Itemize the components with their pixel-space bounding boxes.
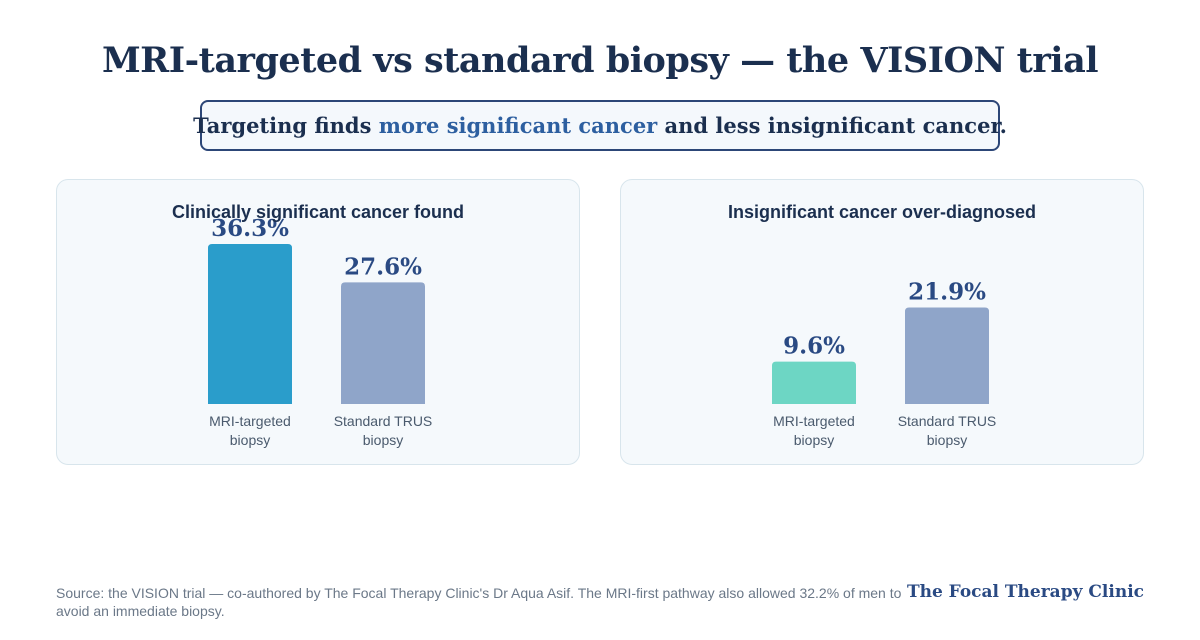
category-label: biopsy bbox=[927, 432, 967, 448]
category-label: Standard TRUS bbox=[334, 413, 433, 429]
category-label: biopsy bbox=[230, 432, 270, 448]
data-label: 9.6% bbox=[783, 333, 845, 360]
category-label: Standard TRUS bbox=[898, 413, 997, 429]
brand-name: The Focal Therapy Clinic bbox=[906, 582, 1144, 602]
page-title: MRI-targeted vs standard biopsy — the VI… bbox=[101, 40, 1099, 81]
category-label: biopsy bbox=[794, 432, 834, 448]
data-label: 27.6% bbox=[344, 253, 422, 280]
key-finding-callout: Targeting finds more significant cancer … bbox=[193, 100, 1007, 151]
bar bbox=[341, 282, 425, 404]
bar bbox=[772, 361, 856, 404]
callout-text-start: Targeting finds bbox=[193, 113, 379, 138]
bar bbox=[905, 307, 989, 404]
data-label: 36.3% bbox=[211, 215, 289, 242]
bar bbox=[208, 244, 292, 404]
category-label: biopsy bbox=[363, 432, 403, 448]
chart-title: Insignificant cancer over-diagnosed bbox=[727, 202, 1037, 222]
bar-chart-insignificant: 9.6% MRI-targeted biopsy 21.9% Standard TRUS… bbox=[772, 278, 997, 448]
callout-highlight: more significant cancer bbox=[378, 113, 658, 138]
source-note: Source: the VISION trial — co-authored b… bbox=[56, 585, 902, 619]
category-label: MRI-targeted bbox=[773, 413, 855, 429]
callout-text-end: and less insignificant cancer. bbox=[657, 113, 1007, 138]
chart-panel-significant: Clinically significant cancer found 36.3… bbox=[56, 179, 580, 465]
bar-chart-significant: 36.3% MRI-targeted biopsy 27.6% Standard TRU… bbox=[208, 215, 433, 448]
chart-panel-insignificant: Insignificant cancer over-diagnosed 9.6%… bbox=[620, 179, 1144, 465]
category-label: MRI-targeted bbox=[209, 413, 291, 429]
chart-title: Clinically significant cancer found bbox=[171, 202, 465, 222]
data-label: 21.9% bbox=[908, 278, 986, 305]
